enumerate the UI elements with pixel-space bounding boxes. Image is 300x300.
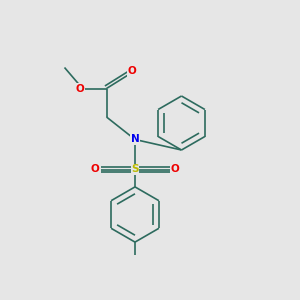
- Text: S: S: [131, 164, 139, 175]
- Text: O: O: [91, 164, 100, 175]
- Text: O: O: [76, 83, 85, 94]
- Text: N: N: [130, 134, 140, 145]
- Text: O: O: [128, 66, 136, 76]
- Text: O: O: [170, 164, 179, 175]
